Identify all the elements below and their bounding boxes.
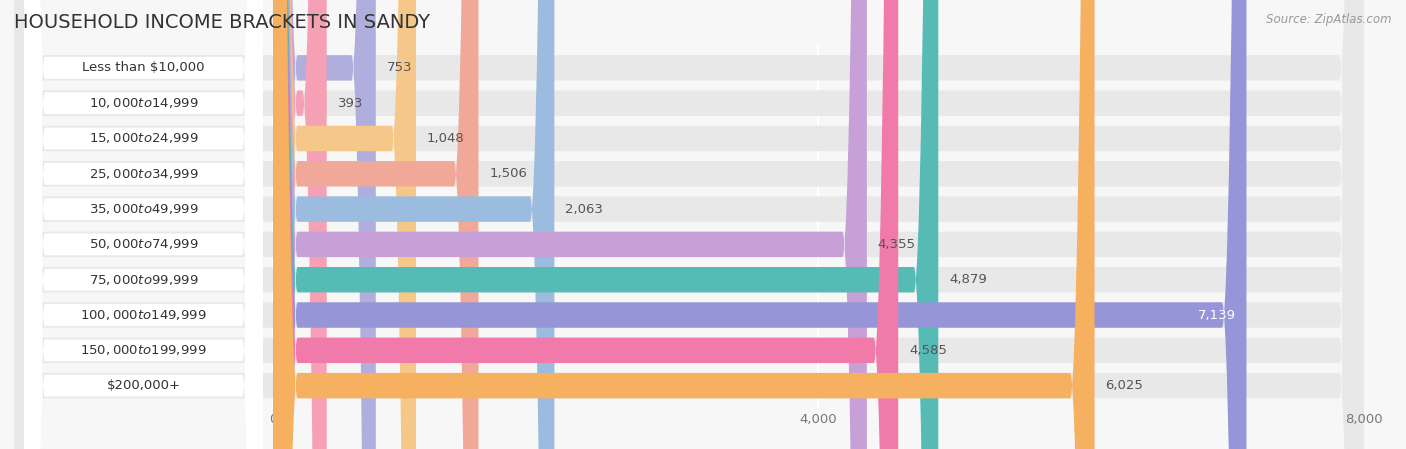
FancyBboxPatch shape bbox=[14, 0, 1364, 449]
Text: $50,000 to $74,999: $50,000 to $74,999 bbox=[89, 238, 198, 251]
FancyBboxPatch shape bbox=[14, 0, 1364, 449]
FancyBboxPatch shape bbox=[273, 0, 416, 449]
Text: 4,355: 4,355 bbox=[877, 238, 915, 251]
Text: $150,000 to $199,999: $150,000 to $199,999 bbox=[80, 343, 207, 357]
FancyBboxPatch shape bbox=[24, 0, 263, 449]
Text: 393: 393 bbox=[337, 97, 363, 110]
FancyBboxPatch shape bbox=[14, 0, 1364, 449]
FancyBboxPatch shape bbox=[24, 0, 263, 449]
FancyBboxPatch shape bbox=[24, 0, 263, 449]
FancyBboxPatch shape bbox=[24, 0, 263, 449]
FancyBboxPatch shape bbox=[273, 0, 554, 449]
FancyBboxPatch shape bbox=[14, 0, 1364, 449]
FancyBboxPatch shape bbox=[24, 0, 263, 449]
FancyBboxPatch shape bbox=[24, 0, 263, 449]
FancyBboxPatch shape bbox=[24, 0, 263, 449]
Text: 4,879: 4,879 bbox=[949, 273, 987, 286]
FancyBboxPatch shape bbox=[24, 0, 263, 449]
Text: $25,000 to $34,999: $25,000 to $34,999 bbox=[89, 167, 198, 181]
Text: Source: ZipAtlas.com: Source: ZipAtlas.com bbox=[1267, 13, 1392, 26]
Text: 2,063: 2,063 bbox=[565, 202, 603, 216]
Text: $200,000+: $200,000+ bbox=[107, 379, 180, 392]
Text: 7,139: 7,139 bbox=[1198, 308, 1236, 321]
FancyBboxPatch shape bbox=[24, 0, 263, 449]
FancyBboxPatch shape bbox=[273, 0, 375, 449]
Text: $15,000 to $24,999: $15,000 to $24,999 bbox=[89, 132, 198, 145]
Text: 4,585: 4,585 bbox=[910, 344, 948, 357]
Text: $100,000 to $149,999: $100,000 to $149,999 bbox=[80, 308, 207, 322]
Text: 753: 753 bbox=[387, 62, 412, 75]
FancyBboxPatch shape bbox=[14, 0, 1364, 449]
FancyBboxPatch shape bbox=[14, 0, 1364, 449]
Text: 6,025: 6,025 bbox=[1105, 379, 1143, 392]
FancyBboxPatch shape bbox=[273, 0, 1247, 449]
FancyBboxPatch shape bbox=[273, 0, 898, 449]
Text: $10,000 to $14,999: $10,000 to $14,999 bbox=[89, 96, 198, 110]
FancyBboxPatch shape bbox=[24, 0, 263, 449]
FancyBboxPatch shape bbox=[273, 0, 1094, 449]
FancyBboxPatch shape bbox=[273, 0, 326, 449]
FancyBboxPatch shape bbox=[14, 0, 1364, 449]
FancyBboxPatch shape bbox=[14, 0, 1364, 449]
Text: $35,000 to $49,999: $35,000 to $49,999 bbox=[89, 202, 198, 216]
Text: 1,048: 1,048 bbox=[427, 132, 464, 145]
FancyBboxPatch shape bbox=[273, 0, 938, 449]
FancyBboxPatch shape bbox=[14, 0, 1364, 449]
Text: Less than $10,000: Less than $10,000 bbox=[83, 62, 205, 75]
FancyBboxPatch shape bbox=[14, 0, 1364, 449]
FancyBboxPatch shape bbox=[273, 0, 868, 449]
Text: 1,506: 1,506 bbox=[489, 167, 527, 180]
FancyBboxPatch shape bbox=[273, 0, 478, 449]
Text: $75,000 to $99,999: $75,000 to $99,999 bbox=[89, 273, 198, 287]
Text: HOUSEHOLD INCOME BRACKETS IN SANDY: HOUSEHOLD INCOME BRACKETS IN SANDY bbox=[14, 13, 430, 32]
